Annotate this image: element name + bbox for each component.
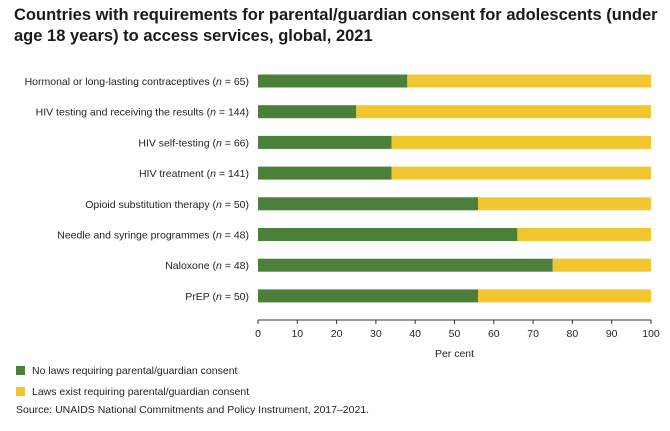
category-label: HIV self-testing (n = 66) bbox=[138, 137, 249, 149]
bar-segment-no-laws bbox=[258, 228, 518, 241]
x-axis-title: Per cent bbox=[435, 348, 474, 360]
bar-segment-no-laws bbox=[258, 289, 479, 303]
x-tick-label: 100 bbox=[642, 328, 660, 340]
category-name: Hormonal or long-lasting contraceptives bbox=[25, 76, 210, 88]
bar-chart: Hormonal or long-lasting contraceptives … bbox=[25, 74, 660, 360]
bar-segment-laws-exist bbox=[391, 135, 651, 149]
category-n: 66 bbox=[234, 137, 246, 149]
category-label: HIV treatment (n = 141) bbox=[139, 168, 249, 180]
x-tick-label: 0 bbox=[255, 328, 261, 340]
bar-segment-no-laws bbox=[258, 197, 479, 211]
x-tick-label: 30 bbox=[370, 328, 382, 340]
category-label: HIV testing and receiving the results (n… bbox=[36, 107, 249, 119]
category-name: HIV self-testing bbox=[138, 137, 209, 149]
category-name: HIV testing and receiving the results bbox=[36, 107, 204, 119]
bar-segment-no-laws bbox=[258, 135, 392, 149]
legend-item-no-laws: No laws requiring parental/guardian cons… bbox=[16, 362, 249, 379]
category-name: HIV treatment bbox=[139, 168, 204, 180]
category-n: 141 bbox=[228, 168, 246, 180]
x-tick-label: 90 bbox=[606, 328, 618, 340]
category-label: Opioid substitution therapy (n = 50) bbox=[85, 199, 249, 211]
category-n: 144 bbox=[228, 107, 246, 119]
category-n: 48 bbox=[234, 230, 246, 242]
bar-segment-no-laws bbox=[258, 258, 553, 272]
x-tick-label: 80 bbox=[567, 328, 579, 340]
category-n: 50 bbox=[234, 291, 246, 303]
bar-segment-no-laws bbox=[258, 166, 392, 180]
legend-label-laws-exist: Laws exist requiring parental/guardian c… bbox=[32, 385, 250, 398]
category-name: Opioid substitution therapy bbox=[85, 199, 210, 211]
category-label: Naloxone (n = 48) bbox=[165, 260, 249, 272]
x-tick-label: 60 bbox=[488, 328, 500, 340]
category-label: Hormonal or long-lasting contraceptives … bbox=[25, 76, 249, 88]
bar-segment-laws-exist bbox=[356, 105, 651, 119]
x-tick-label: 40 bbox=[409, 328, 421, 340]
bar-segment-laws-exist bbox=[552, 258, 651, 272]
bar-segment-laws-exist bbox=[407, 74, 651, 88]
category-name: Needle and syringe programmes bbox=[57, 230, 209, 242]
legend-label-no-laws: No laws requiring parental/guardian cons… bbox=[32, 364, 238, 377]
category-name: PrEP bbox=[185, 291, 210, 303]
category-label: PrEP (n = 50) bbox=[185, 291, 249, 303]
category-n: 65 bbox=[234, 76, 246, 88]
bar-segment-laws-exist bbox=[478, 197, 651, 211]
chart-title: Countries with requirements for parental… bbox=[14, 6, 658, 45]
bar-segment-laws-exist bbox=[478, 289, 651, 303]
x-tick-label: 20 bbox=[331, 328, 343, 340]
bar-segment-laws-exist bbox=[391, 166, 651, 180]
category-name: Naloxone bbox=[165, 260, 210, 272]
category-label: Needle and syringe programmes (n = 48) bbox=[57, 230, 249, 242]
category-n: 50 bbox=[234, 199, 246, 211]
chart-legend: No laws requiring parental/guardian cons… bbox=[16, 362, 249, 404]
category-n: 48 bbox=[234, 260, 246, 272]
legend-swatch-laws-exist bbox=[16, 387, 25, 396]
x-tick-label: 70 bbox=[527, 328, 539, 340]
bar-segment-no-laws bbox=[258, 74, 408, 88]
legend-swatch-no-laws bbox=[16, 366, 25, 375]
x-tick-label: 50 bbox=[449, 328, 461, 340]
x-tick-label: 10 bbox=[291, 328, 303, 340]
bar-segment-no-laws bbox=[258, 105, 357, 119]
bar-segment-laws-exist bbox=[517, 228, 651, 241]
source-note: Source: UNAIDS National Commitments and … bbox=[16, 404, 370, 416]
legend-item-laws-exist: Laws exist requiring parental/guardian c… bbox=[16, 383, 249, 400]
